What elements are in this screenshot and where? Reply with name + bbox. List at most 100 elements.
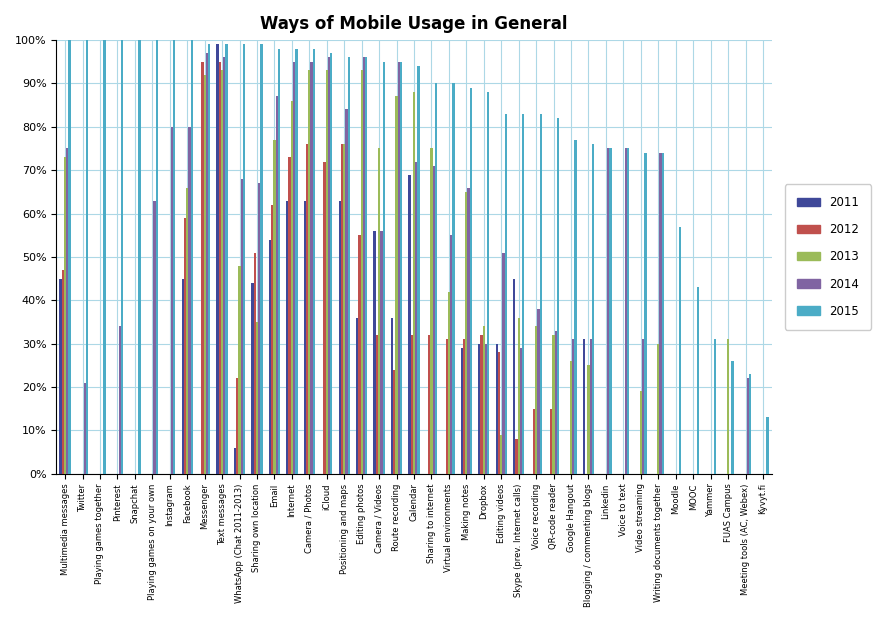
Bar [485,343,487,473]
Bar [470,88,472,473]
Bar [183,218,186,473]
Bar [495,343,498,473]
Bar [304,200,306,473]
Bar [574,140,577,473]
Bar [173,40,175,473]
Bar [644,153,647,473]
Bar [238,266,241,473]
Bar [408,175,410,473]
Bar [550,409,553,473]
Bar [83,383,86,473]
Bar [156,40,158,473]
Bar [326,70,328,473]
Bar [323,162,326,473]
Bar [502,253,505,473]
Bar [104,40,105,473]
Bar [747,378,749,473]
Bar [190,40,193,473]
Bar [413,92,416,473]
Bar [570,361,572,473]
Bar [59,279,62,473]
Bar [417,66,420,473]
Bar [398,62,400,473]
Bar [268,239,271,473]
Bar [365,57,368,473]
Bar [376,335,378,473]
Bar [640,391,642,473]
Bar [583,339,585,473]
Bar [338,200,341,473]
Bar [310,62,313,473]
Bar [610,149,611,473]
Bar [278,49,280,473]
Bar [346,109,347,473]
Bar [662,153,664,473]
Bar [291,101,293,473]
Bar [516,439,517,473]
Bar [361,70,362,473]
Bar [447,292,450,473]
Bar [589,339,592,473]
Bar [226,44,228,473]
Bar [153,200,156,473]
Bar [400,62,402,473]
Bar [138,40,141,473]
Bar [680,226,681,473]
Bar [286,200,289,473]
Bar [607,149,610,473]
Bar [253,253,256,473]
Bar [374,231,376,473]
Bar [358,235,361,473]
Bar [500,435,502,473]
Bar [380,231,383,473]
Bar [555,330,557,473]
Bar [260,44,262,473]
Bar [295,49,298,473]
Bar [306,144,308,473]
Bar [714,339,716,473]
Bar [341,144,343,473]
Bar [625,149,626,473]
Bar [252,283,253,473]
Legend: 2011, 2012, 2013, 2014, 2015: 2011, 2012, 2013, 2014, 2015 [785,184,871,330]
Bar [498,352,500,473]
Bar [182,279,183,473]
Bar [66,149,68,473]
Bar [219,62,221,473]
Bar [293,62,295,473]
Bar [657,343,659,473]
Bar [204,75,206,473]
Bar [378,149,380,473]
Bar [432,166,435,473]
Bar [505,114,507,473]
Bar [520,348,522,473]
Bar [237,378,238,473]
Bar [256,322,258,473]
Bar [463,339,465,473]
Bar [592,144,595,473]
Bar [461,348,463,473]
Bar [435,83,437,473]
Bar [86,40,89,473]
Bar [468,187,470,473]
Bar [410,335,413,473]
Bar [557,118,559,473]
Bar [64,157,66,473]
Bar [572,339,574,473]
Bar [234,448,237,473]
Bar [206,53,208,473]
Title: Ways of Mobile Usage in General: Ways of Mobile Usage in General [260,15,568,33]
Bar [347,57,350,473]
Bar [328,57,330,473]
Bar [243,44,245,473]
Bar [271,205,273,473]
Bar [216,44,219,473]
Bar [483,327,485,473]
Bar [513,279,516,473]
Bar [189,127,190,473]
Bar [171,127,173,473]
Bar [450,235,453,473]
Bar [221,70,223,473]
Bar [119,327,120,473]
Bar [453,83,455,473]
